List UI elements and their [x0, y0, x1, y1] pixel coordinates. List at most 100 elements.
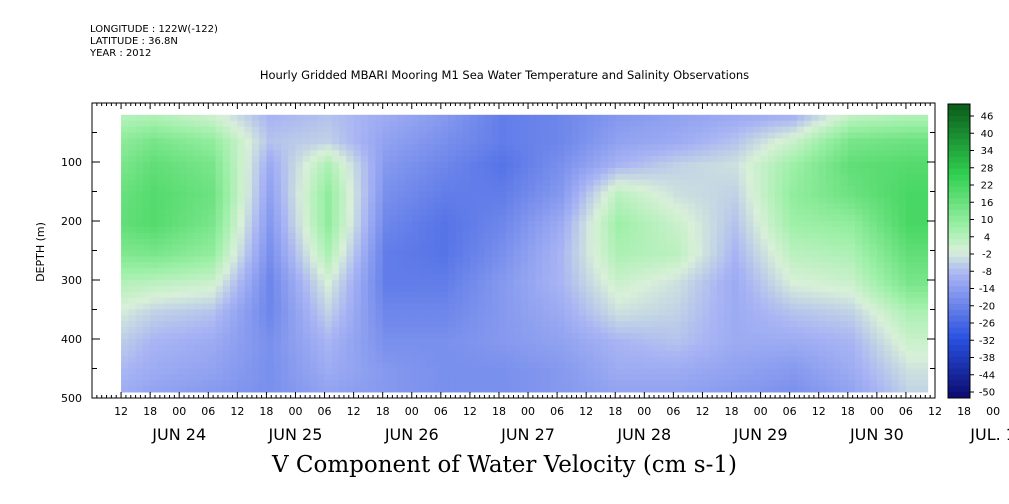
- heatmap-cell: [855, 285, 863, 293]
- heatmap-cell: [869, 256, 878, 263]
- heatmap-cell: [702, 138, 711, 145]
- heatmap-cell: [535, 244, 543, 251]
- heatmap-cell: [666, 344, 674, 352]
- heatmap-cell: [876, 126, 885, 133]
- heatmap-cell: [658, 114, 667, 122]
- heatmap-cell: [833, 221, 841, 228]
- heatmap-cell: [782, 232, 791, 240]
- heatmap-cell: [462, 173, 471, 181]
- heatmap-cell: [498, 173, 507, 181]
- heatmap-cell: [622, 321, 631, 328]
- heatmap-cell: [360, 256, 369, 263]
- heatmap-cell: [753, 380, 761, 387]
- heatmap-cell: [389, 226, 398, 234]
- heatmap-cell: [324, 268, 333, 275]
- heatmap-cell: [673, 167, 682, 175]
- heatmap-cell: [469, 209, 478, 216]
- heatmap-cell: [135, 203, 144, 210]
- heatmap-cell: [164, 333, 173, 340]
- heatmap-cell: [811, 226, 820, 234]
- heatmap-cell: [186, 374, 195, 381]
- heatmap-cell: [317, 350, 325, 358]
- heatmap-cell: [629, 297, 638, 304]
- heatmap-cell: [411, 321, 420, 328]
- heatmap-cell: [455, 209, 464, 216]
- heatmap-cell: [419, 285, 427, 293]
- heatmap-cell: [782, 203, 791, 210]
- heatmap-cell: [825, 132, 834, 139]
- heatmap-cell: [331, 291, 340, 299]
- heatmap-cell: [578, 238, 587, 245]
- heatmap-cell: [164, 244, 173, 251]
- heatmap-cell: [673, 250, 682, 257]
- heatmap-cell: [593, 197, 602, 204]
- heatmap-cell: [658, 209, 667, 216]
- heatmap-cell: [622, 144, 631, 151]
- heatmap-cell: [244, 368, 253, 375]
- heatmap-cell: [716, 221, 725, 228]
- heatmap-cell: [833, 167, 841, 175]
- heatmap-cell: [862, 303, 870, 310]
- heatmap-cell: [484, 144, 493, 151]
- heatmap-cell: [164, 262, 173, 269]
- heatmap-cell: [833, 238, 841, 245]
- heatmap-cell: [164, 173, 173, 181]
- heatmap-cell: [644, 327, 652, 334]
- heatmap-cell: [796, 221, 805, 228]
- heatmap-cell: [360, 315, 369, 322]
- heatmap-cell: [288, 114, 296, 122]
- heatmap-cell: [586, 268, 594, 275]
- heatmap-cell: [528, 185, 536, 192]
- heatmap-cell: [368, 197, 376, 204]
- heatmap-cell: [542, 162, 551, 169]
- heatmap-cell: [789, 162, 798, 169]
- heatmap-cell: [295, 386, 304, 393]
- heatmap-cell: [208, 162, 216, 169]
- heatmap-cell: [302, 162, 311, 169]
- heatmap-cell: [135, 185, 144, 192]
- heatmap-cell: [455, 191, 464, 198]
- heatmap-cell: [564, 285, 573, 293]
- heatmap-cell: [222, 120, 231, 127]
- heatmap-cell: [760, 280, 769, 287]
- heatmap-cell: [171, 333, 180, 340]
- heatmap-cell: [171, 368, 180, 375]
- heatmap-cell: [353, 244, 362, 251]
- heatmap-cell: [455, 368, 464, 375]
- heatmap-cell: [440, 280, 449, 287]
- heatmap-cell: [876, 173, 885, 181]
- heatmap-cell: [462, 315, 471, 322]
- heatmap-cell: [295, 144, 304, 151]
- heatmap-cell: [382, 126, 391, 133]
- heatmap-cell: [811, 344, 820, 352]
- heatmap-cell: [433, 309, 442, 316]
- heatmap-cell: [484, 356, 493, 363]
- heatmap-cell: [462, 226, 471, 234]
- heatmap-cell: [884, 315, 892, 322]
- heatmap-cell: [549, 339, 558, 346]
- heatmap-cell: [644, 262, 652, 269]
- heatmap-cell: [448, 120, 456, 127]
- heatmap-cell: [651, 238, 660, 245]
- heatmap-cell: [331, 297, 340, 304]
- heatmap-cell: [382, 374, 391, 381]
- heatmap-cell: [121, 339, 129, 346]
- heatmap-cell: [506, 268, 514, 275]
- heatmap-cell: [389, 315, 398, 322]
- heatmap-cell: [237, 333, 246, 340]
- heatmap-cell: [506, 144, 514, 151]
- heatmap-cell: [135, 162, 144, 169]
- heatmap-cell: [324, 356, 333, 363]
- heatmap-cell: [142, 179, 151, 186]
- heatmap-cell: [578, 356, 587, 363]
- heatmap-cell: [753, 291, 761, 299]
- heatmap-cell: [215, 144, 224, 151]
- heatmap-cell: [397, 156, 405, 163]
- heatmap-cell: [709, 280, 718, 287]
- heatmap-cell: [549, 291, 558, 299]
- heatmap-cell: [469, 256, 478, 263]
- heatmap-cell: [578, 244, 587, 251]
- heatmap-cell: [789, 303, 798, 310]
- heatmap-cell: [389, 250, 398, 257]
- heatmap-cell: [731, 321, 740, 328]
